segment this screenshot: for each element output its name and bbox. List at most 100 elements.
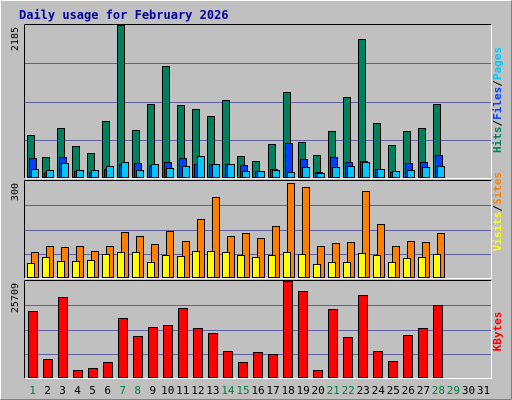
bar-kbytes-day-12 [193, 328, 203, 378]
bar-visits-day-5 [87, 260, 95, 278]
bar-sites-day-12 [197, 219, 205, 278]
bar-pages-day-9 [151, 164, 159, 178]
x-tick-label-day-9: 9 [149, 384, 156, 397]
bar-kbytes-day-13 [208, 333, 218, 378]
bar-visits-day-4 [72, 261, 80, 278]
bar-pages-day-22 [347, 166, 355, 178]
bar-kbytes-day-21 [328, 309, 338, 378]
bar-pages-day-15 [242, 171, 250, 178]
bar-kbytes-day-23 [358, 295, 368, 378]
x-tick-label-day-17: 17 [266, 384, 279, 397]
bar-visits-day-15 [237, 255, 245, 278]
series-axis-label-part: Visits [491, 212, 504, 252]
bar-visits-day-27 [418, 257, 426, 278]
x-tick-label-day-13: 13 [206, 384, 219, 397]
bar-pages-day-5 [91, 170, 99, 178]
bar-pages-day-12 [197, 156, 205, 178]
bar-visits-day-21 [328, 262, 336, 278]
series-axis-label-part: Pages [491, 47, 504, 80]
series-axis-label-part: Files [491, 87, 504, 120]
bar-kbytes-day-3 [58, 297, 68, 378]
bar-pages-day-28 [437, 166, 445, 178]
bar-visits-day-1 [27, 263, 35, 278]
x-tick-label-day-10: 10 [161, 384, 174, 397]
series-axis-label-part: / [491, 205, 504, 212]
x-tick-label-day-14: 14 [221, 384, 235, 397]
bar-kbytes-day-26 [403, 335, 413, 378]
bar-pages-day-21 [332, 167, 340, 178]
bar-visits-day-28 [433, 254, 441, 278]
x-tick-label-day-31: 31 [477, 384, 490, 397]
series-axis-label: KBytes [491, 312, 504, 352]
x-tick-label-day-27: 27 [417, 384, 430, 397]
bar-visits-day-14 [222, 252, 230, 278]
series-axis-label-part: / [491, 80, 504, 87]
bar-pages-day-7 [121, 162, 129, 178]
x-tick-label-day-16: 16 [251, 384, 264, 397]
bar-kbytes-day-9 [148, 327, 158, 378]
bar-pages-day-3 [61, 163, 69, 178]
x-tick-label-day-1: 1 [29, 384, 36, 397]
x-tick-label-day-30: 30 [462, 384, 475, 397]
bar-kbytes-day-17 [268, 354, 278, 378]
bar-kbytes-day-18 [283, 281, 293, 378]
series-axis-label: Hits/Files/Pages [491, 47, 504, 153]
x-tick-label-day-7: 7 [119, 384, 126, 397]
bar-kbytes-day-27 [418, 328, 428, 378]
x-tick-label-day-22: 22 [342, 384, 355, 397]
x-tick-label-day-4: 4 [74, 384, 81, 397]
x-tick-label-day-20: 20 [311, 384, 324, 397]
bar-kbytes-day-11 [178, 308, 188, 378]
bar-visits-day-10 [162, 255, 170, 278]
bar-visits-day-12 [192, 251, 200, 278]
bar-kbytes-day-8 [133, 336, 143, 378]
bar-visits-day-13 [207, 251, 215, 278]
bar-visits-day-6 [102, 254, 110, 278]
bar-kbytes-day-7 [118, 318, 128, 378]
bar-pages-day-1 [31, 169, 39, 178]
x-tick-label-day-29: 29 [447, 384, 460, 397]
x-tick-label-day-26: 26 [402, 384, 415, 397]
bar-kbytes-day-25 [388, 361, 398, 378]
bar-visits-day-26 [403, 258, 411, 278]
panel-sites-visits: 300 Visits/Sites [10, 172, 504, 279]
x-axis-labels: 1 2 3 4 5 6 7 8 9 10 11 12 13 14 15 16 17 18 19 20 21 22 23 24 2… [29, 384, 490, 397]
bar-kbytes-day-22 [343, 337, 353, 378]
bar-pages-day-20 [317, 173, 325, 178]
bar-pages-day-14 [227, 164, 235, 178]
bar-pages-day-17 [272, 170, 280, 178]
bar-pages-day-26 [407, 170, 415, 178]
bar-kbytes-day-19 [298, 291, 308, 378]
bar-hits-day-7 [117, 25, 125, 178]
series-axis-label-part: KBytes [491, 312, 504, 352]
bar-sites-day-13 [212, 197, 220, 278]
series-axis-label-part: Hits [491, 127, 504, 154]
x-tick-label-day-18: 18 [281, 384, 294, 397]
bar-pages-day-16 [257, 171, 265, 178]
x-tick-label-day-19: 19 [296, 384, 309, 397]
bar-pages-day-23 [362, 162, 370, 178]
bar-kbytes-day-10 [163, 325, 173, 378]
x-tick-label-day-24: 24 [372, 384, 386, 397]
bar-pages-day-11 [182, 166, 190, 178]
bar-pages-day-8 [136, 170, 144, 178]
bar-kbytes-day-5 [88, 368, 98, 378]
chart-title: Daily usage for February 2026 [19, 8, 229, 22]
bar-kbytes-day-14 [223, 351, 233, 378]
bar-visits-day-17 [268, 255, 276, 278]
bar-pages-day-24 [377, 169, 385, 178]
x-tick-label-day-8: 8 [134, 384, 141, 397]
panel-kbytes: 25709 KBytes [10, 280, 504, 379]
series-axis-label-part: Sites [491, 172, 504, 205]
x-tick-label-day-15: 15 [236, 384, 249, 397]
x-tick-label-day-21: 21 [327, 384, 340, 397]
bar-visits-day-23 [358, 253, 366, 278]
bar-pages-day-25 [392, 171, 400, 178]
bar-visits-day-18 [283, 252, 291, 278]
bar-visits-day-11 [177, 256, 185, 278]
bar-visits-day-9 [147, 262, 155, 278]
series-axis-label: Visits/Sites [491, 172, 504, 252]
y-max-label: 2185 [10, 27, 21, 51]
bar-hits-day-23 [358, 39, 366, 178]
